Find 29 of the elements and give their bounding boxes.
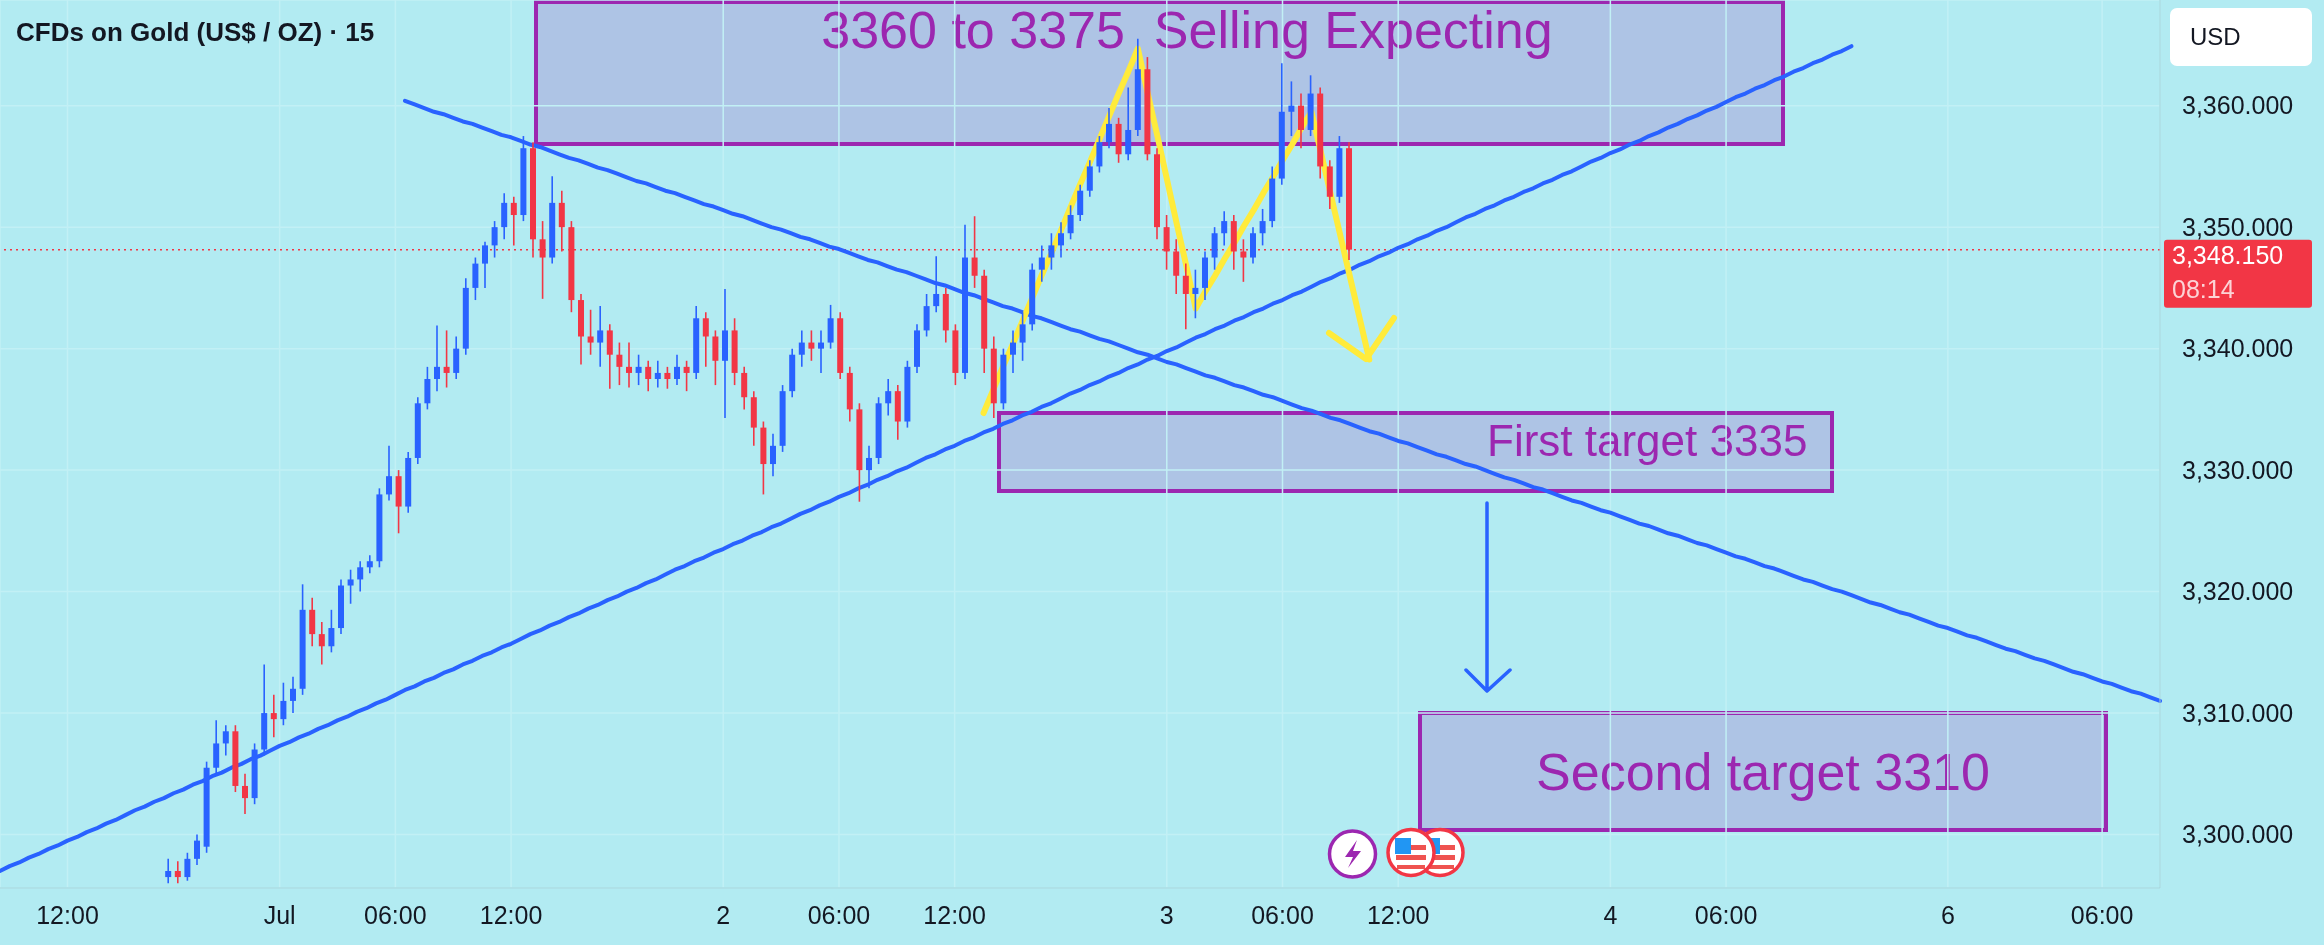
y-tick-label: 3,350.000 bbox=[2182, 212, 2294, 241]
x-tick-label: 06:00 bbox=[1251, 900, 1314, 929]
annotation: Second target 3310 bbox=[1536, 743, 1990, 802]
text: CFDs on Gold (US$ / OZ) · 15 bbox=[16, 16, 375, 48]
y-tick-label: 3,310.000 bbox=[2182, 698, 2294, 727]
x-tick-label: 12:00 bbox=[479, 900, 543, 929]
x-tick-label: 06:00 bbox=[364, 900, 427, 929]
y-axis-title: USD bbox=[2190, 23, 2241, 51]
ref-line-label: 3,348.150 bbox=[2172, 241, 2284, 270]
currency-button: USD bbox=[2170, 8, 2312, 66]
x-tick-label: Jul bbox=[263, 900, 296, 929]
x-tick-label: 2 bbox=[716, 900, 731, 929]
annotation: First target 3335 bbox=[1487, 416, 1808, 466]
y-tick-label: 3,320.000 bbox=[2182, 577, 2294, 606]
x-tick-label: 3 bbox=[1159, 900, 1174, 929]
x-tick-label: 06:00 bbox=[2070, 900, 2134, 929]
x-tick-label: 12:00 bbox=[923, 900, 986, 929]
x-tick-label: 4 bbox=[1603, 900, 1618, 929]
x-tick-label: 06:00 bbox=[1694, 900, 1758, 929]
annotation: 3360 to 3375 Selling Expecting bbox=[821, 1, 1553, 60]
x-tick-label: 6 bbox=[1940, 900, 1955, 929]
y-tick-label: 3,360.000 bbox=[2182, 91, 2294, 120]
x-tick-label: 06:00 bbox=[807, 900, 871, 929]
y-tick-label: 3,340.000 bbox=[2182, 334, 2294, 363]
text: 08:14 bbox=[2172, 275, 2235, 304]
x-tick-label: 12:00 bbox=[36, 900, 99, 929]
x-tick-label: 12:00 bbox=[1366, 900, 1430, 929]
y-tick-label: 3,330.000 bbox=[2182, 455, 2294, 484]
y-tick-label: 3,300.000 bbox=[2182, 820, 2294, 849]
